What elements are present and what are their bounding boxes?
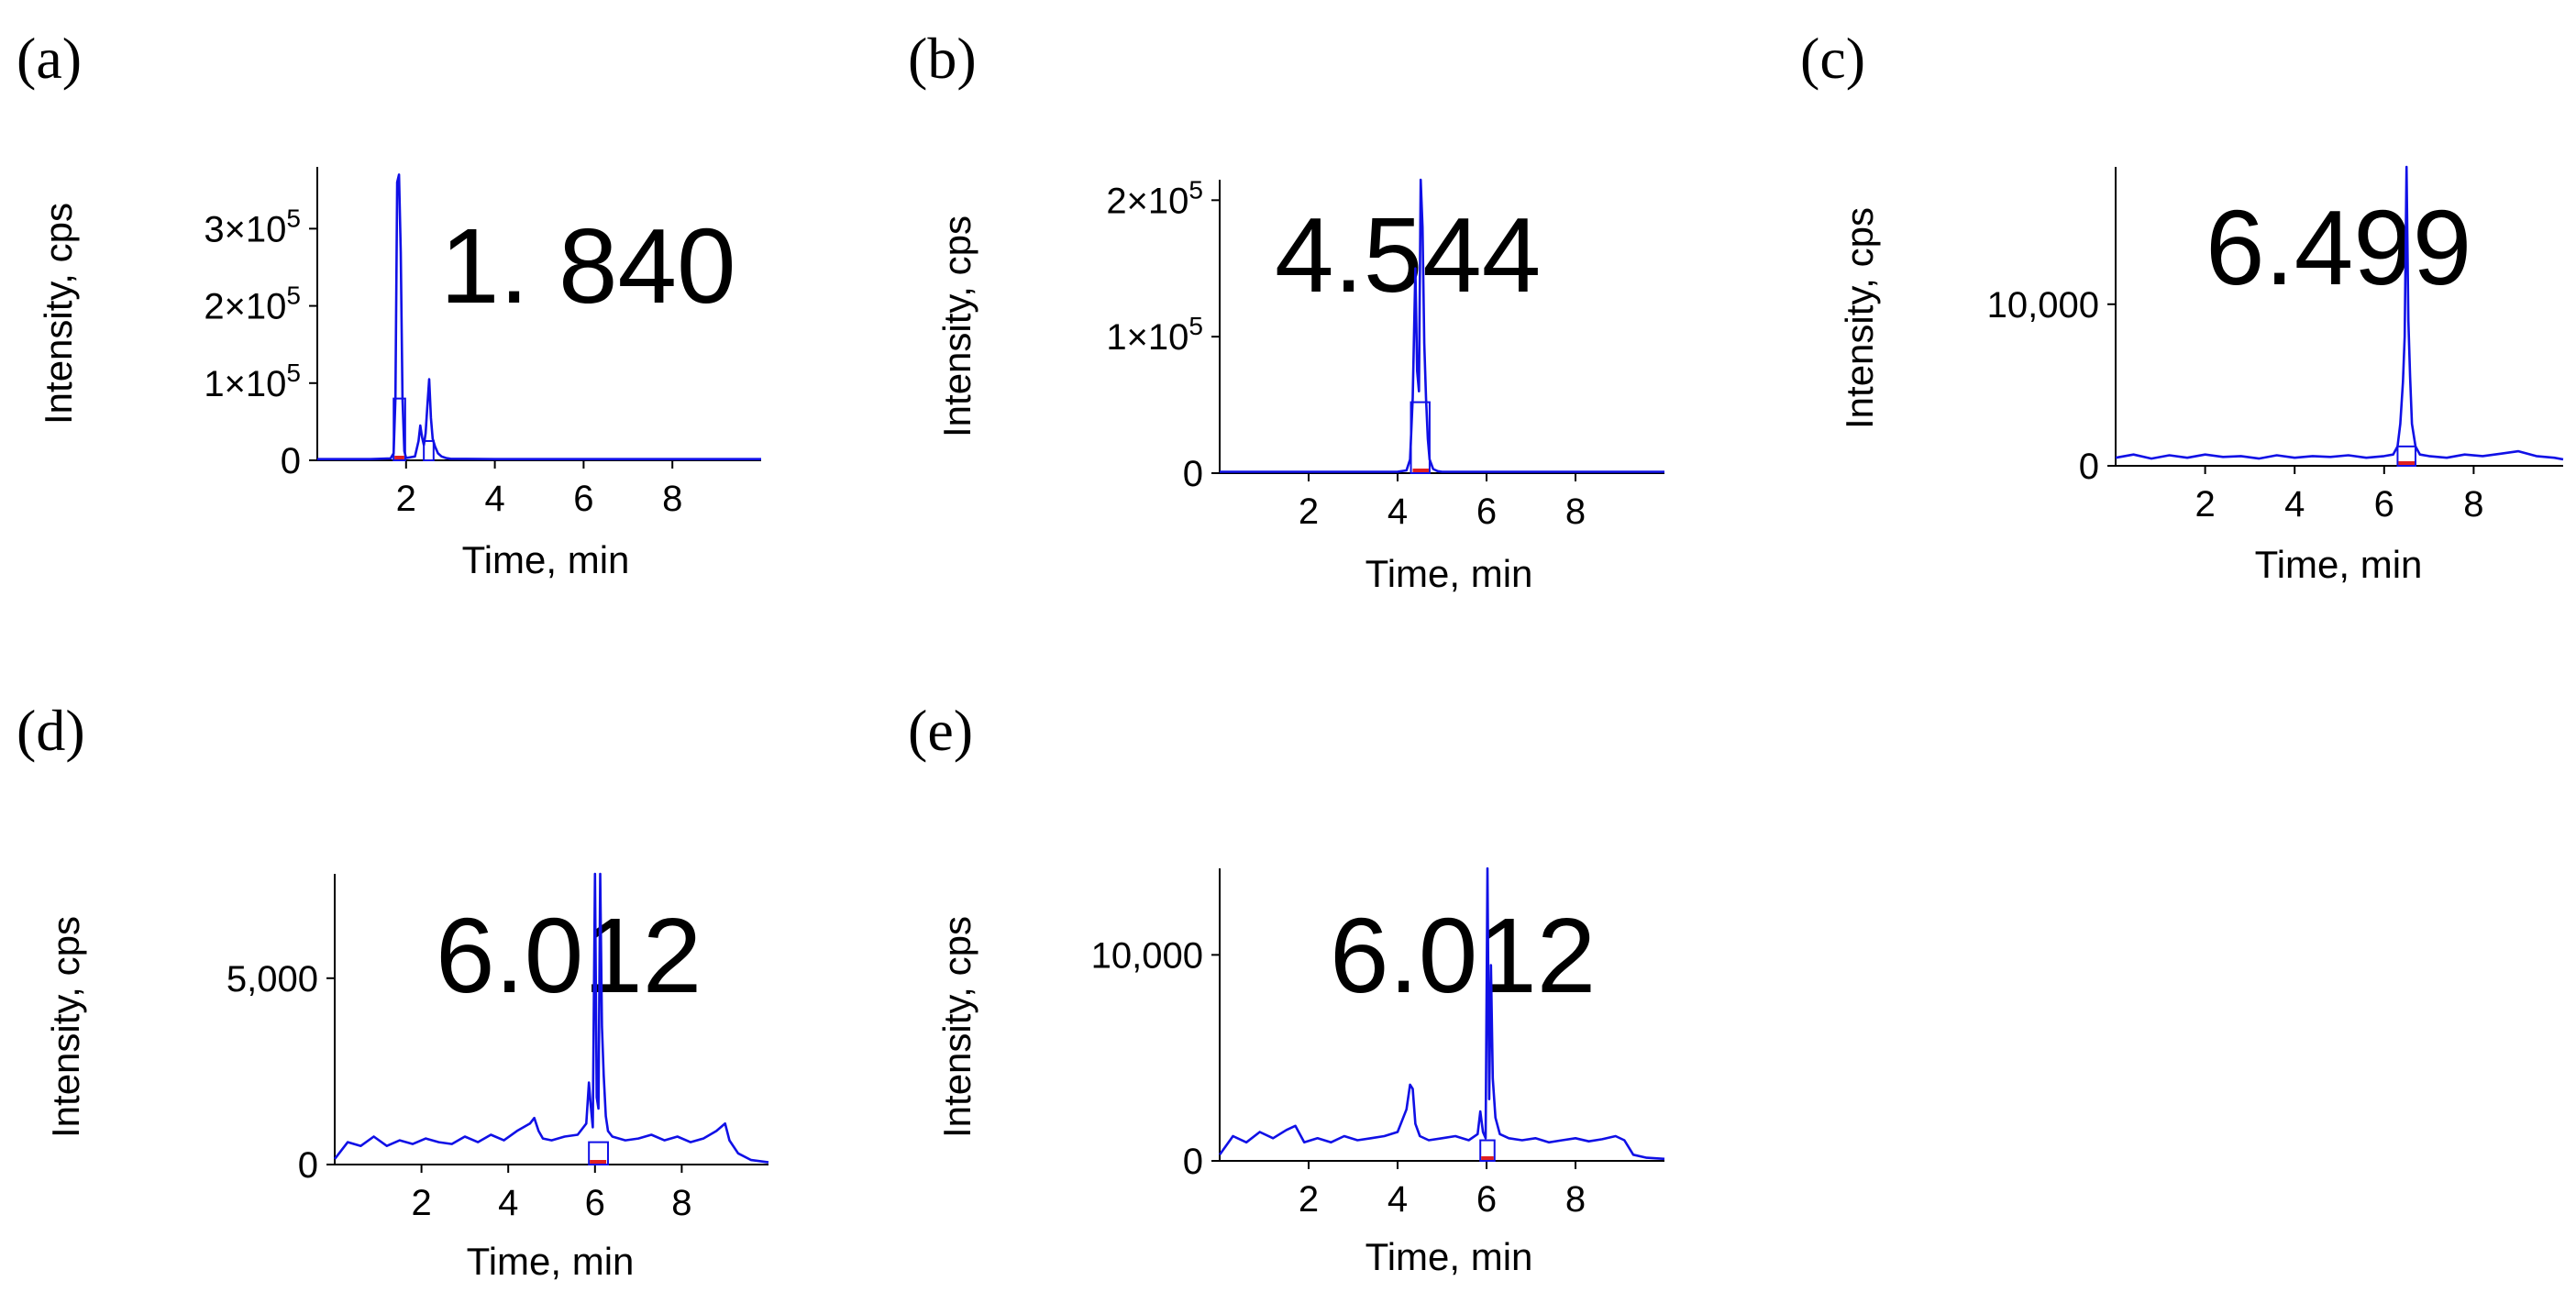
x-tick-label: 4: [484, 479, 504, 519]
x-axis-title: Time, min: [2255, 543, 2423, 586]
x-tick-label: 6: [573, 479, 593, 519]
y-tick-label: 1×105: [204, 359, 301, 404]
x-tick-label: 8: [1565, 1179, 1586, 1220]
y-axis-title: Intensity, cps: [44, 916, 87, 1138]
x-tick-label: 4: [1388, 491, 1408, 532]
integration-peak: [2396, 445, 2416, 468]
integration-peak: [423, 439, 435, 461]
x-tick-label: 6: [585, 1183, 605, 1223]
y-tick-label: 0: [2079, 447, 2099, 487]
chromatogram-trace: [333, 872, 769, 1164]
retention-time-annotation: 6.499: [2206, 188, 2471, 307]
x-tick-label: 8: [1565, 491, 1586, 532]
x-tick-label: 2: [2195, 484, 2215, 525]
y-tick-label: 1×105: [1106, 312, 1203, 358]
chart-panel-e: (e) 2 4 6 8 0 10,000 Time, min Intensity, cps 6.0…: [908, 698, 1665, 1278]
x-tick-label: 2: [1299, 491, 1319, 532]
x-axis-title: Time, min: [1365, 552, 1533, 595]
chart-panel-a: (a) 2 4 6 8 0 1×105 2×105 3×105 Time, min Intensit…: [17, 26, 761, 581]
retention-time-annotation: 6.012: [1330, 896, 1596, 1015]
y-tick-label: 0: [298, 1145, 318, 1186]
y-tick-label: 0: [281, 441, 301, 481]
x-tick-label: 2: [411, 1183, 431, 1223]
panel-label: (e): [908, 698, 973, 763]
x-tick-label: 8: [2463, 484, 2483, 525]
y-tick-label: 3×105: [204, 204, 301, 249]
y-tick-label: 2×105: [204, 282, 301, 327]
chart-panel-c: (c) 2 4 6 8 0 10,000 Time, min Intensity, cps 6.4…: [1800, 26, 2564, 586]
panel-label: (b): [908, 26, 977, 91]
x-tick-label: 6: [1476, 1179, 1497, 1220]
x-axis-title: Time, min: [467, 1240, 635, 1283]
retention-time-annotation: 4.544: [1275, 195, 1541, 315]
chromatogram-trace: [2115, 165, 2564, 461]
x-tick-label: 2: [396, 479, 416, 519]
y-tick-label: 10,000: [1091, 935, 1203, 976]
integration-peak: [392, 397, 406, 462]
y-tick-label: 2×105: [1106, 175, 1203, 221]
chart-panel-b: (b) 2 4 6 8 0 1×105 2×105 Time, min Intensity, cp…: [908, 26, 1664, 595]
x-tick-label: 6: [2374, 484, 2394, 525]
panel-label: (c): [1800, 26, 1865, 91]
chart-panel-d: (d) 2 4 6 8 0 5,000 Time, min Intensity, cps 6.01…: [17, 698, 769, 1283]
retention-time-annotation: 1. 840: [440, 206, 736, 326]
panel-label: (d): [17, 698, 85, 763]
x-axis-title: Time, min: [1365, 1235, 1533, 1278]
y-axis-title: Intensity, cps: [935, 916, 978, 1138]
chromatogram-trace: [1218, 867, 1665, 1161]
y-tick-label: 0: [1183, 454, 1203, 494]
x-tick-label: 6: [1476, 491, 1497, 532]
x-tick-label: 2: [1299, 1179, 1319, 1220]
x-tick-label: 8: [671, 1183, 691, 1223]
integration-peak: [588, 1141, 609, 1165]
x-tick-label: 8: [662, 479, 682, 519]
y-axis-title: Intensity, cps: [1838, 207, 1881, 429]
y-tick-label: 10,000: [1987, 285, 2099, 326]
y-axis-title: Intensity, cps: [935, 215, 978, 437]
x-tick-label: 4: [498, 1183, 518, 1223]
retention-time-annotation: 6.012: [436, 896, 702, 1015]
integration-peak: [1479, 1139, 1496, 1162]
y-axis-title: Intensity, cps: [37, 203, 80, 425]
y-tick-label: 5,000: [227, 959, 318, 999]
x-tick-label: 4: [1388, 1179, 1408, 1220]
panel-label: (a): [17, 26, 82, 91]
integration-peak: [1410, 401, 1431, 474]
x-axis-title: Time, min: [462, 538, 630, 581]
y-tick-label: 0: [1183, 1142, 1203, 1182]
x-tick-label: 4: [2284, 484, 2305, 525]
